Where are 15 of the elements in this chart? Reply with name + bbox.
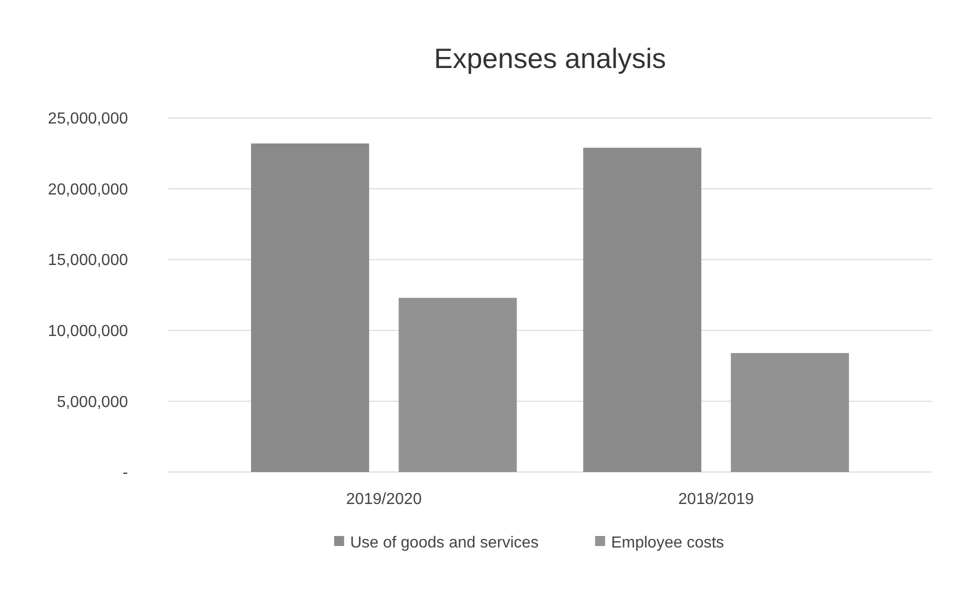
bar	[730, 353, 849, 472]
y-tick-label: -	[122, 464, 128, 482]
y-tick-label: 5,000,000	[56, 394, 128, 411]
bar	[251, 143, 370, 472]
x-tick-label: 2018/2019	[678, 491, 754, 508]
y-tick-label: 10,000,000	[48, 323, 128, 340]
y-tick-label: 25,000,000	[48, 110, 128, 128]
bar	[583, 148, 702, 472]
y-tick-label: 15,000,000	[48, 252, 128, 270]
chart-title: Expenses analysis	[434, 43, 666, 74]
x-tick-label: 2019/2020	[346, 491, 422, 508]
bar	[398, 298, 517, 472]
legend-label: Employee costs	[611, 534, 724, 552]
legend-label: Use of goods and services	[350, 534, 539, 552]
y-tick-label: 20,000,000	[48, 181, 128, 198]
